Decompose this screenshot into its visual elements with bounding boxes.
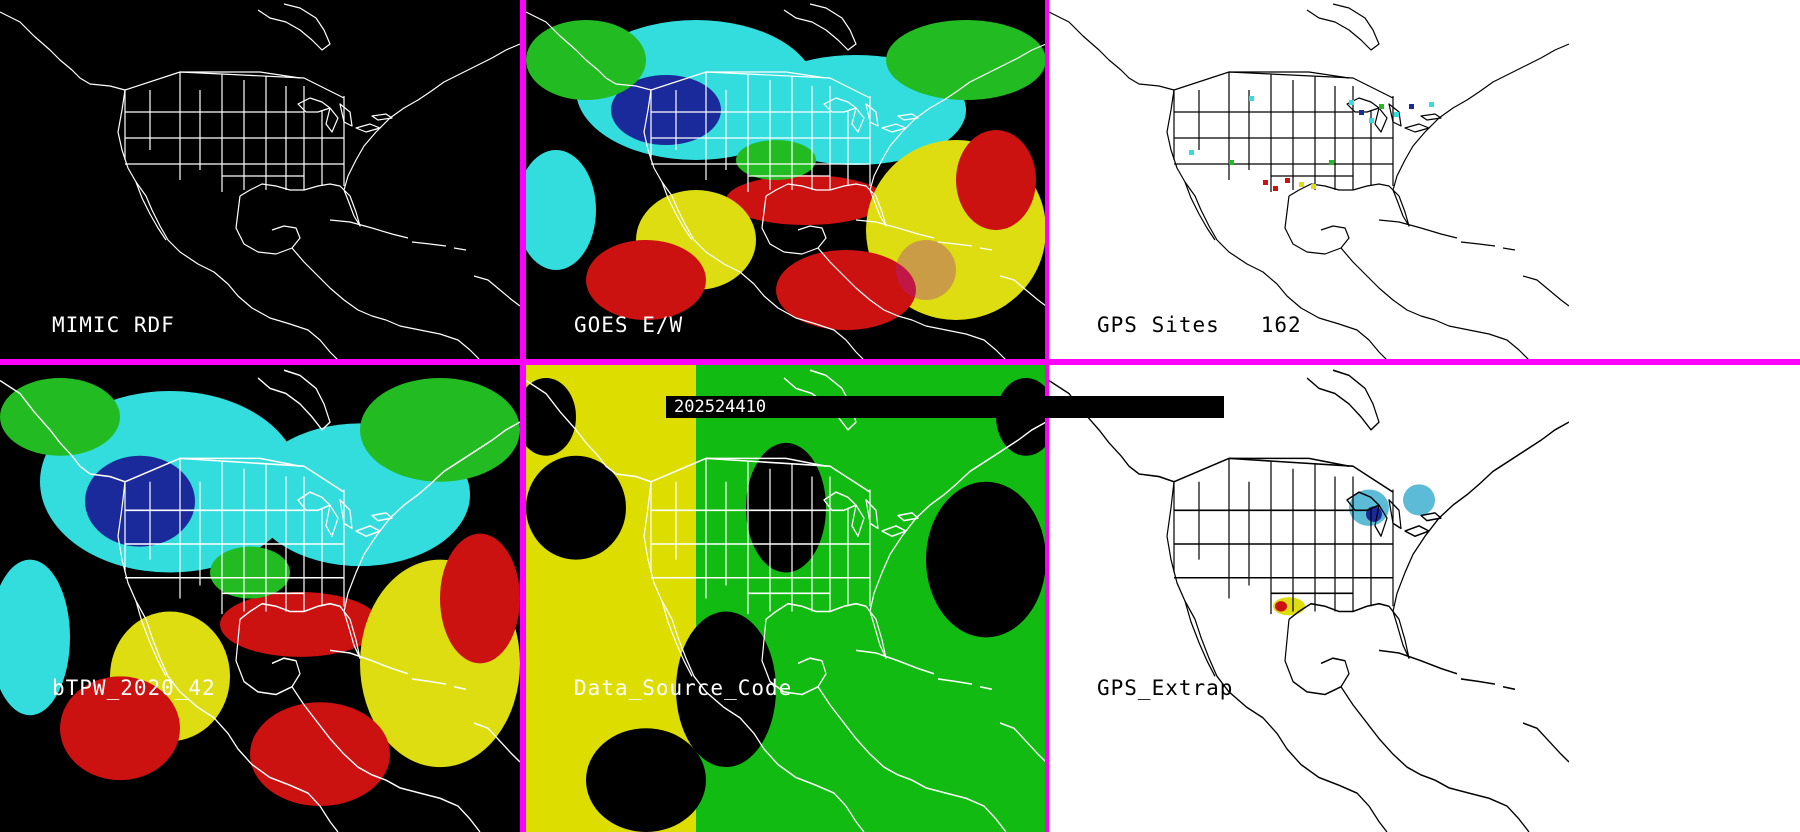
panel-goes-ew: GOES E/W [526,0,1046,360]
panel-mimic-rdf: MIMIC RDF [0,0,520,360]
panel-gps-extrap: GPS_Extrap [1049,365,1800,832]
map-data-source-code [526,365,1046,832]
map-gps-extrap [1049,369,1569,832]
panel-label-goes-ew: GOES E/W [574,313,684,337]
panel-label-gps-extrap: GPS_Extrap [1097,676,1234,700]
map-gps-sites [1049,3,1569,360]
divider-horizontal [0,359,1800,365]
map-goes-ew [526,3,1046,360]
panel-label-data-source-code: Data_Source_Code [574,676,793,700]
panel-btpw: bTPW_2020_42 [0,365,520,832]
panel-gps-sites: GPS Sites 162 [1049,0,1800,360]
divider-vertical-left [520,0,526,832]
panel-data-source-code: Data_Source_Code [526,365,1046,832]
panel-label-btpw: bTPW_2020_42 [52,676,216,700]
gps-site-markers [1189,96,1434,191]
timestamp: 202524410 [666,396,1224,418]
panel-label-mimic-rdf: MIMIC RDF [52,313,175,337]
map-btpw [0,369,520,832]
map-mimic-rdf [0,3,520,360]
panel-label-gps-sites: GPS Sites 162 [1097,313,1302,337]
